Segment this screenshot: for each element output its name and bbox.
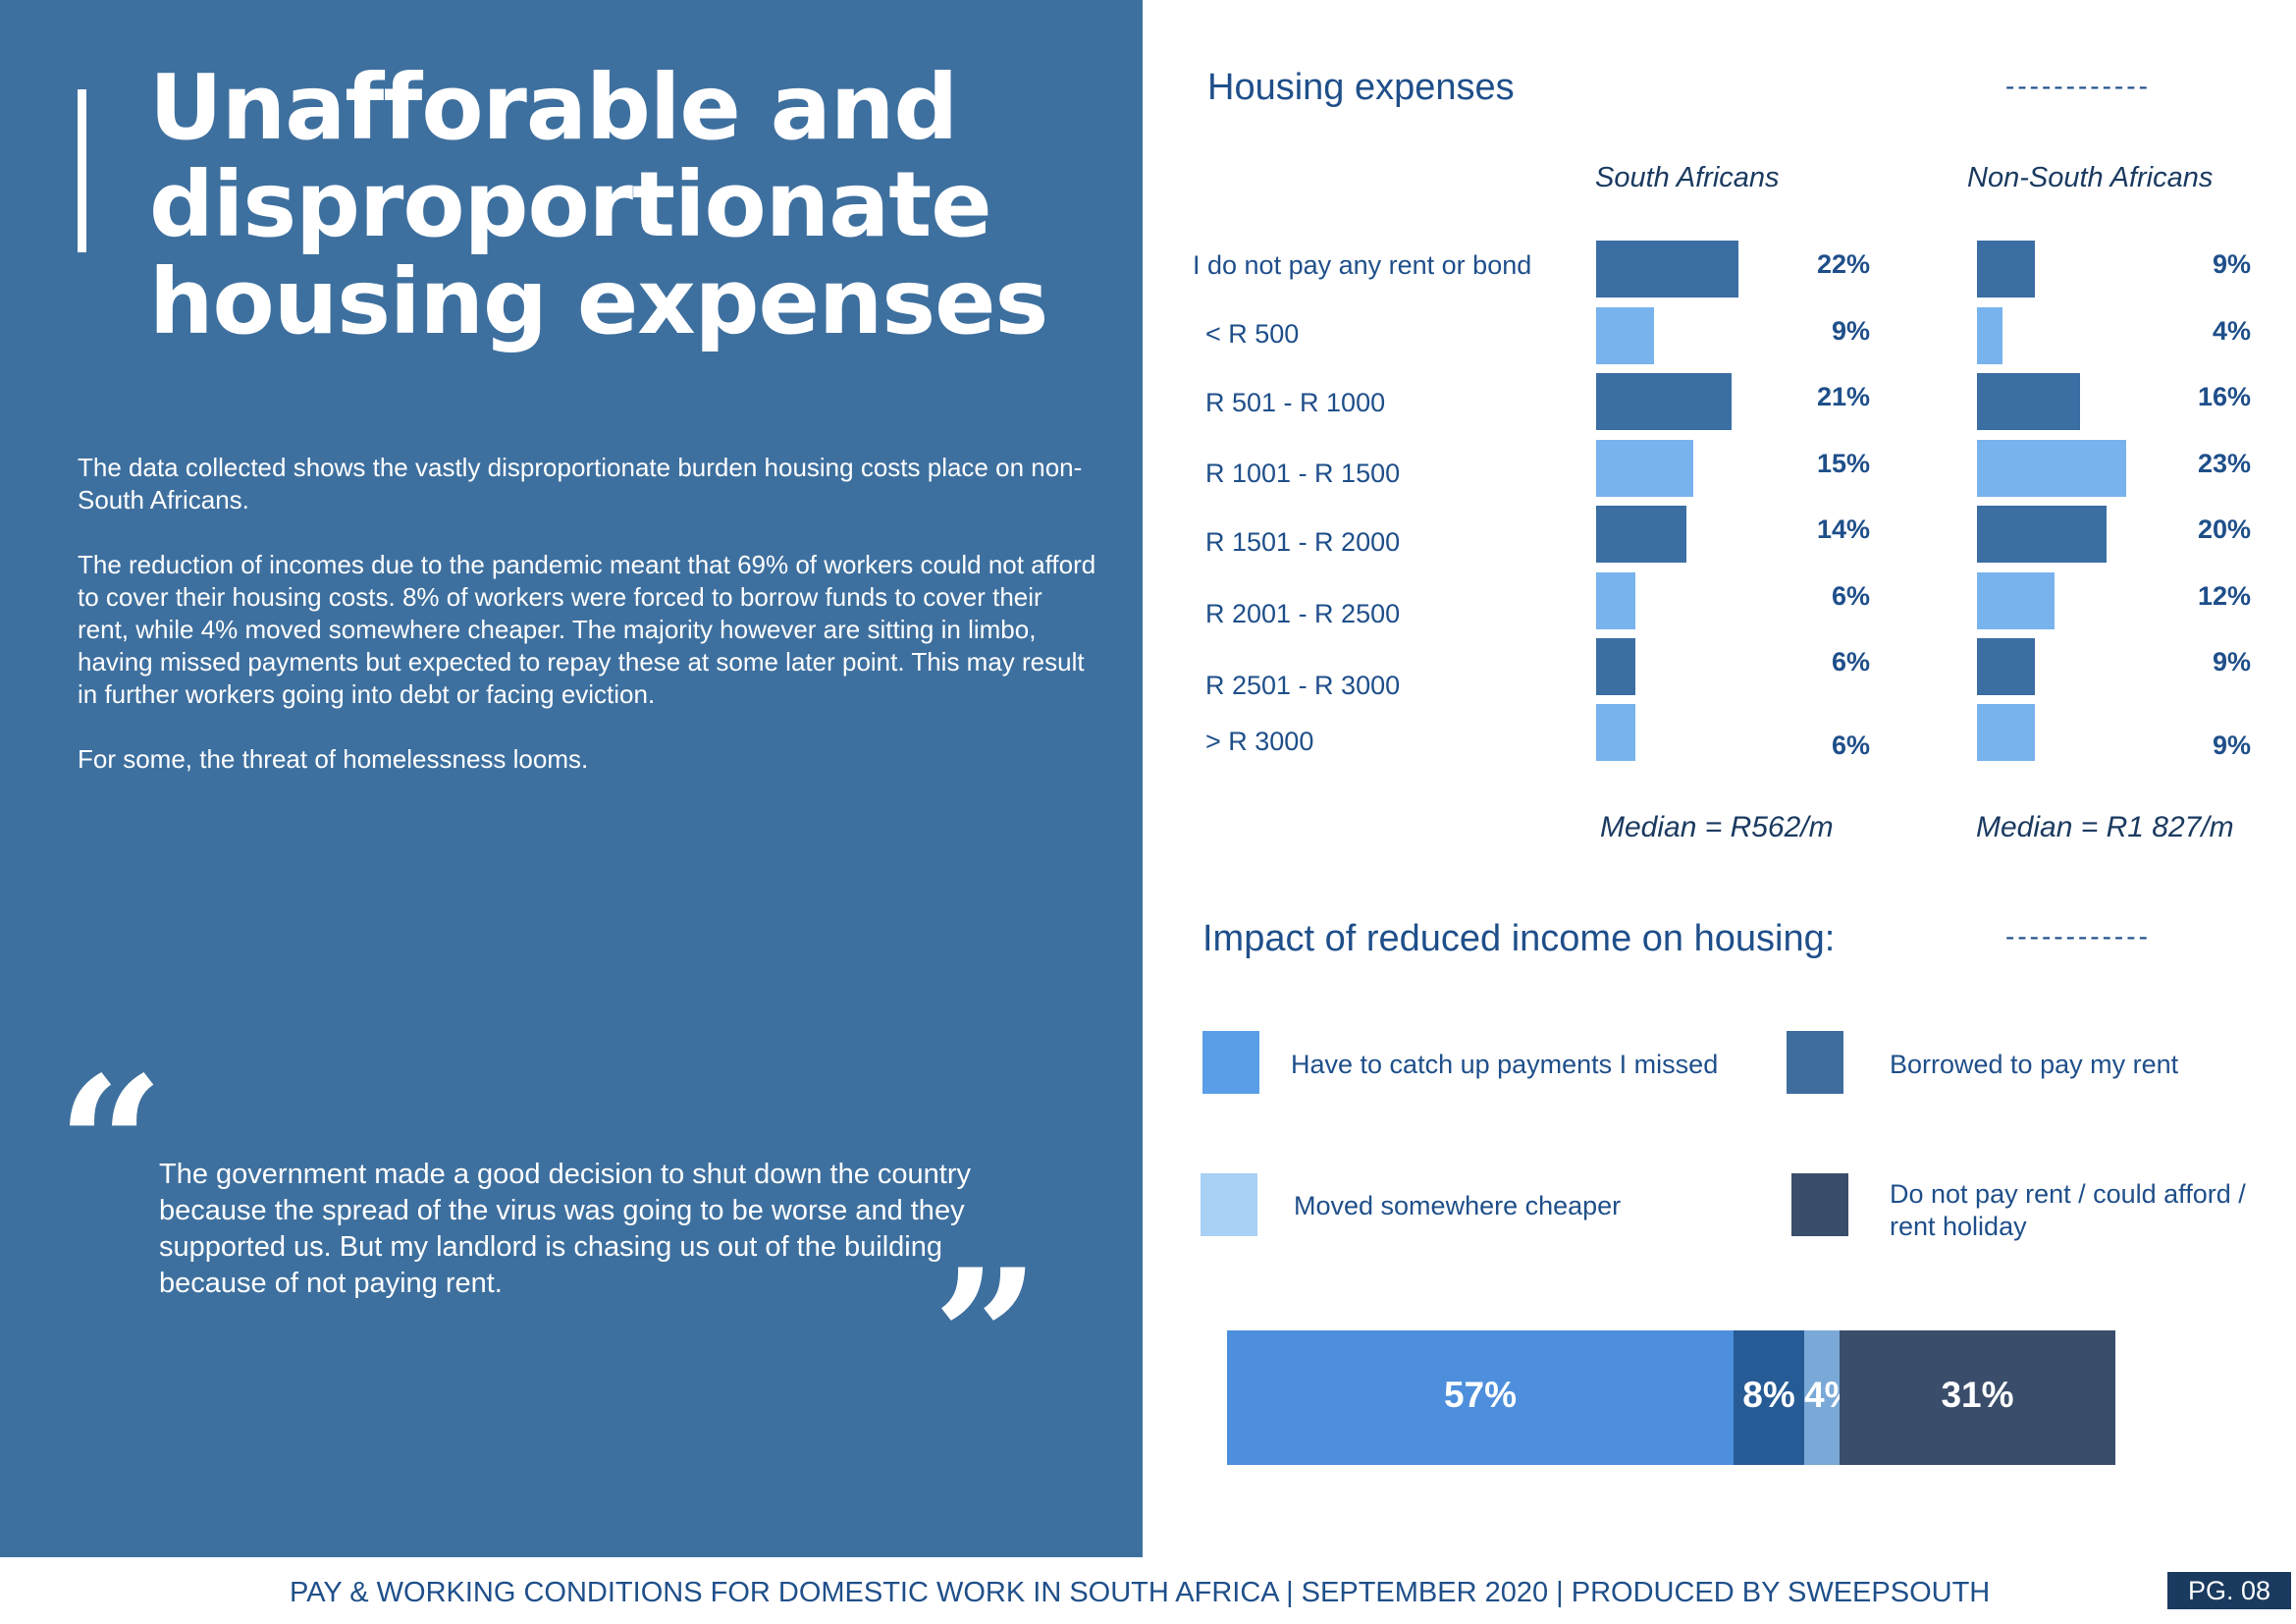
stacked-bar-segment — [1804, 1330, 1840, 1465]
paragraph: The data collected shows the vastly disp… — [78, 453, 1083, 514]
footer-text: PAY & WORKING CONDITIONS FOR DOMESTIC WO… — [290, 1577, 1991, 1608]
category-label: < R 500 — [1205, 319, 1300, 349]
category-label: R 1001 - R 1500 — [1205, 459, 1401, 488]
paragraph: For some, the threat of homelessness loo… — [78, 744, 589, 774]
data-label: 6% — [1831, 731, 1870, 760]
bar — [1596, 638, 1635, 695]
bar — [1977, 704, 2035, 761]
data-label: 15% — [1816, 449, 1870, 478]
series-header: Non-South Africans — [1967, 162, 2214, 193]
data-label: 12% — [2197, 581, 2251, 611]
stacked-bar-label: 31% — [1941, 1375, 2014, 1415]
bar — [1977, 638, 2035, 695]
housing-expenses-title: Housing expenses — [1207, 67, 1515, 108]
bar — [1977, 572, 2055, 629]
category-label: R 501 - R 1000 — [1205, 388, 1386, 417]
category-label: R 1501 - R 2000 — [1205, 527, 1401, 557]
stacked-bar-label: 4% — [1804, 1375, 1857, 1415]
median-label: Median = R1 827/m — [1976, 811, 2234, 843]
left-panel: Unafforable and disproportionate housing… — [0, 0, 1143, 1557]
title-line: disproportionate — [149, 152, 992, 257]
legend-label: Do not pay rent / could afford / rent ho… — [1890, 1179, 2246, 1241]
category-label: R 2501 - R 3000 — [1205, 671, 1401, 700]
title-line: housing expenses — [149, 249, 1048, 354]
data-label: 20% — [2197, 514, 2251, 544]
title-accent-bar — [78, 89, 86, 252]
stacked-bar-segment — [1734, 1330, 1804, 1465]
paragraph: The reduction of incomes due to the pand… — [78, 550, 1096, 709]
legend-label: Moved somewhere cheaper — [1294, 1191, 1622, 1220]
data-label: 9% — [2212, 647, 2251, 677]
data-label: 6% — [1831, 581, 1870, 611]
category-label: > R 3000 — [1205, 727, 1314, 756]
stacked-bar-label: 8% — [1742, 1375, 1795, 1415]
legend-label: Borrowed to pay my rent — [1890, 1050, 2179, 1079]
page-number: PG. 08 — [2167, 1572, 2291, 1609]
data-label: 9% — [2212, 249, 2251, 279]
data-label: 6% — [1831, 647, 1870, 677]
bar — [1977, 440, 2126, 497]
legend-swatch — [1787, 1031, 1843, 1094]
page-title: Unafforable and disproportionate housing… — [149, 59, 1111, 351]
open-quote-icon: “ — [57, 1036, 165, 1255]
series-header: South Africans — [1595, 162, 1780, 193]
data-label: 9% — [1831, 316, 1870, 346]
stacked-bar-segment — [1840, 1330, 2115, 1465]
bar — [1977, 241, 2035, 298]
bar — [1977, 307, 2002, 364]
bar — [1596, 506, 1686, 563]
legend-label: Have to catch up payments I missed — [1291, 1050, 1719, 1079]
body-text: The data collected shows the vastly disp… — [78, 452, 1098, 808]
data-label: 14% — [1816, 514, 1870, 544]
bar — [1596, 373, 1732, 430]
bar — [1596, 440, 1693, 497]
legend-swatch — [1201, 1173, 1257, 1236]
bar — [1977, 506, 2107, 563]
bar — [1596, 572, 1635, 629]
data-label: 23% — [2197, 449, 2251, 478]
stacked-bar-segment — [1227, 1330, 1734, 1465]
legend-swatch — [1202, 1031, 1259, 1094]
data-label: 16% — [2197, 382, 2251, 411]
data-label: 4% — [2212, 316, 2251, 346]
stacked-bar-label: 57% — [1443, 1375, 1518, 1415]
divider-dashes: ------------ — [2005, 921, 2151, 951]
legend-swatch — [1791, 1173, 1848, 1236]
category-label: I do not pay any rent or bond — [1193, 250, 1532, 280]
category-label: R 2001 - R 2500 — [1205, 599, 1401, 628]
close-quote-icon: ” — [933, 1228, 1041, 1447]
quote-text: The government made a good decision to s… — [159, 1159, 972, 1299]
data-label: 21% — [1816, 382, 1870, 411]
bar — [1596, 704, 1635, 761]
bar — [1596, 307, 1654, 364]
median-label: Median = R562/m — [1600, 811, 1834, 843]
bar — [1596, 241, 1738, 298]
divider-dashes: ------------ — [2005, 71, 2151, 101]
bar — [1977, 373, 2080, 430]
impact-title: Impact of reduced income on housing: — [1202, 918, 1836, 959]
data-label: 9% — [2212, 731, 2251, 760]
title-line: Unafforable and — [149, 55, 958, 160]
data-label: 22% — [1816, 249, 1870, 279]
